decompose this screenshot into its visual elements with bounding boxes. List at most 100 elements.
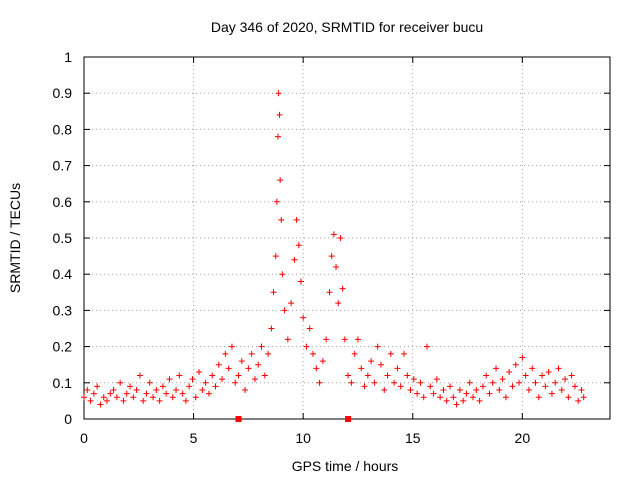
data-point: [113, 394, 120, 401]
data-point: [186, 383, 193, 390]
data-point: [509, 383, 516, 390]
data-point: [117, 379, 124, 386]
data-point: [176, 372, 183, 379]
data-point: [519, 354, 526, 361]
data-point: [479, 383, 486, 390]
data-point: [150, 394, 157, 401]
x-tick-label: 5: [190, 430, 198, 446]
data-point: [300, 314, 307, 321]
data-point: [104, 397, 111, 404]
plot-frame: [83, 56, 611, 420]
data-point: [404, 372, 411, 379]
data-point: [440, 387, 447, 394]
data-point: [120, 397, 127, 404]
data-point: [578, 387, 585, 394]
data-point: [391, 379, 398, 386]
data-point: [255, 361, 262, 368]
data-point: [123, 390, 130, 397]
data-point: [453, 401, 460, 408]
data-point: [539, 372, 546, 379]
grid-lines: [84, 57, 610, 419]
data-point: [423, 343, 430, 350]
data-point: [84, 387, 91, 394]
data-point: [323, 336, 330, 343]
axis-marker: [235, 416, 242, 422]
y-axis-label: SRMTID / TECUs: [7, 183, 23, 293]
data-point: [394, 365, 401, 372]
data-point: [136, 372, 143, 379]
data-point: [163, 390, 170, 397]
data-point: [87, 397, 94, 404]
data-point: [130, 394, 137, 401]
data-point: [437, 394, 444, 401]
data-point: [525, 387, 532, 394]
data-point: [310, 350, 317, 357]
data-point: [496, 387, 503, 394]
data-point: [371, 379, 378, 386]
data-point: [397, 383, 404, 390]
data-point: [552, 379, 559, 386]
data-points: [81, 90, 587, 408]
data-point: [143, 390, 150, 397]
data-point: [295, 242, 302, 249]
data-point: [284, 336, 291, 343]
data-point: [486, 390, 493, 397]
data-point: [384, 372, 391, 379]
data-point: [274, 133, 281, 140]
data-point: [110, 387, 117, 394]
data-point: [354, 336, 361, 343]
data-point: [205, 390, 212, 397]
data-point: [377, 361, 384, 368]
data-point: [483, 372, 490, 379]
data-point: [417, 379, 424, 386]
data-point: [199, 387, 206, 394]
y-tick-label: 1: [64, 49, 72, 65]
data-point: [319, 358, 326, 365]
data-point: [532, 379, 539, 386]
y-tick-label: 0.9: [53, 85, 73, 101]
chart-title: Day 346 of 2020, SRMTID for receiver buc…: [211, 19, 483, 35]
data-point: [427, 383, 434, 390]
data-point: [516, 379, 523, 386]
axis-marker: [345, 416, 352, 422]
data-point: [555, 365, 562, 372]
data-point: [291, 256, 298, 263]
data-point: [100, 394, 107, 401]
data-point: [235, 372, 242, 379]
data-point: [337, 235, 344, 241]
data-point: [450, 394, 457, 401]
data-point: [506, 368, 513, 375]
data-point: [146, 379, 153, 386]
data-point: [456, 387, 463, 394]
data-point: [562, 376, 569, 383]
data-point: [351, 350, 358, 357]
data-point: [279, 271, 286, 278]
y-tick-label: 0.3: [53, 302, 73, 318]
data-point: [196, 368, 203, 375]
data-point: [153, 387, 160, 394]
data-point: [156, 397, 163, 404]
data-point: [127, 383, 134, 390]
data-point: [466, 379, 473, 386]
data-point: [400, 350, 407, 357]
x-tick-labels: 0 5 10 15 20: [80, 430, 530, 446]
data-point: [545, 368, 552, 375]
x-tick-label: 10: [295, 430, 311, 446]
data-point: [512, 361, 519, 368]
data-point: [420, 394, 427, 401]
data-point: [278, 216, 285, 223]
data-point: [463, 390, 470, 397]
data-point: [565, 394, 572, 401]
data-point: [326, 289, 333, 296]
data-point: [447, 383, 454, 390]
y-tick-label: 0.6: [53, 194, 73, 210]
data-point: [293, 216, 300, 223]
y-tick-label: 0.5: [53, 230, 73, 246]
y-tick-label: 0.8: [53, 121, 73, 137]
data-point: [473, 387, 480, 394]
data-point: [228, 343, 235, 350]
data-point: [571, 383, 578, 390]
data-point: [268, 325, 275, 332]
data-point: [94, 383, 101, 390]
